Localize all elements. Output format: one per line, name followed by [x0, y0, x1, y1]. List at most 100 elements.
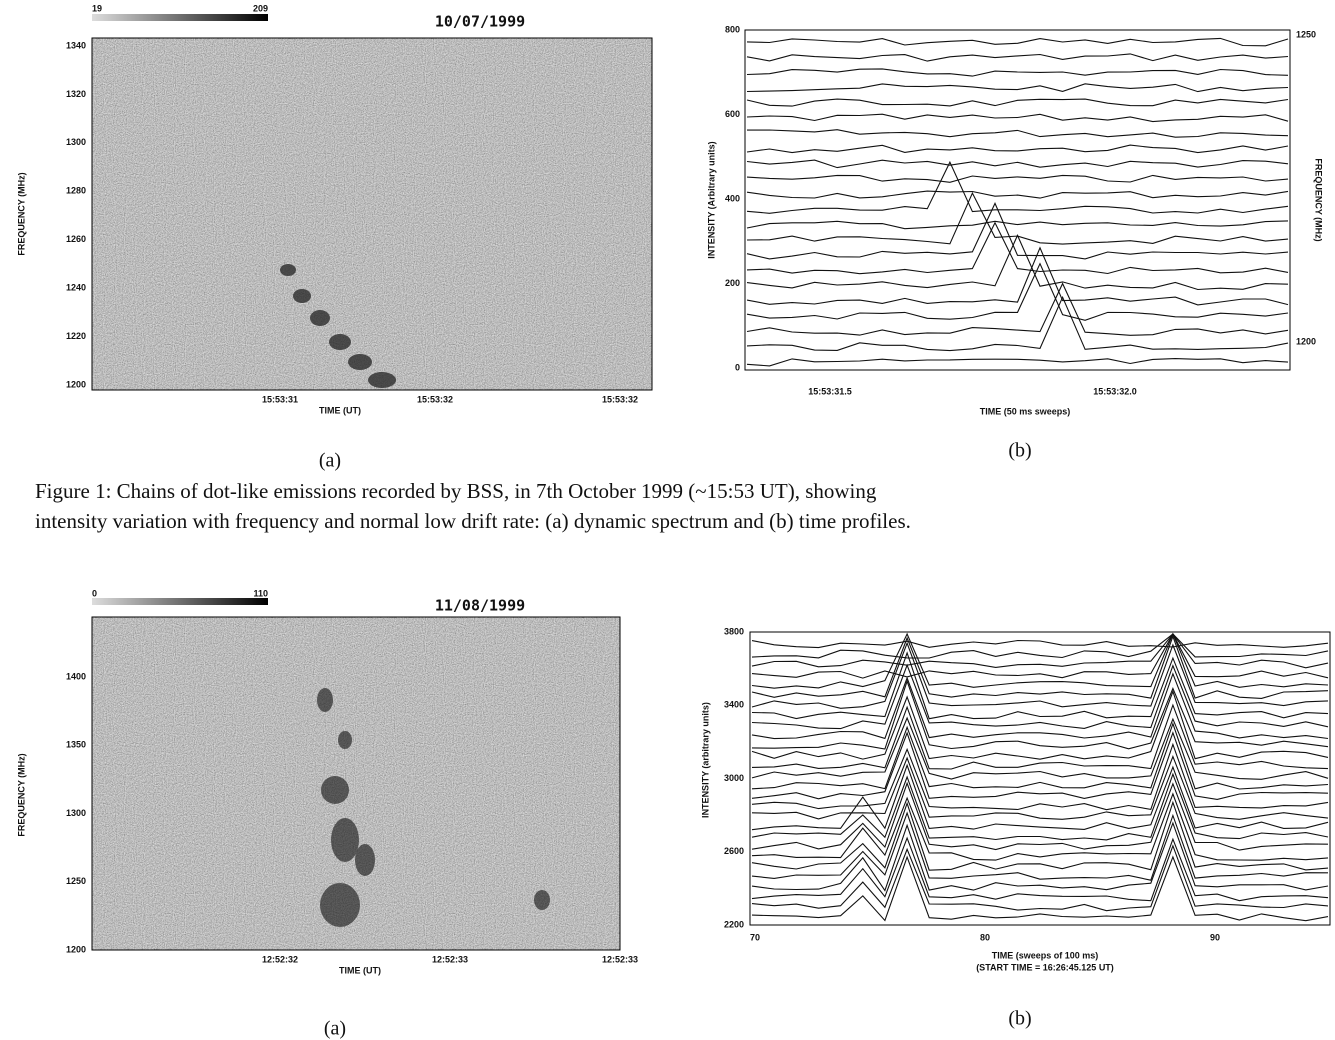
- y-tick-label: 1250: [66, 876, 86, 886]
- profile-trace: [751, 836, 1329, 902]
- caption-line: intensity variation with frequency and n…: [35, 509, 911, 533]
- x-tick-label: 15:53:31: [262, 394, 298, 404]
- x-label: TIME (sweeps of 100 ms): [992, 950, 1099, 960]
- profile-trace: [746, 83, 1289, 93]
- profile-trace: [746, 160, 1289, 214]
- y-tick-label: 1200: [66, 944, 86, 954]
- y-tick-label: 1350: [66, 740, 86, 750]
- profile-trace: [746, 98, 1289, 107]
- y-tick-label: 3400: [724, 700, 744, 710]
- emission-column: [317, 688, 550, 927]
- profile-trace: [751, 633, 1329, 659]
- y-label: INTENSITY (Arbitrary units): [706, 141, 716, 258]
- panel-label: (b): [1008, 440, 1031, 462]
- profile-trace: [746, 53, 1289, 62]
- profile-trace: [751, 641, 1329, 709]
- dot-chain: [280, 264, 396, 388]
- profile-trace: [746, 68, 1289, 77]
- x-label: TIME (UT): [319, 405, 361, 415]
- profile-trace: [746, 262, 1289, 321]
- y-label: INTENSITY (arbitrary units): [700, 702, 710, 818]
- profile-trace: [751, 722, 1329, 790]
- date: 10/07/1999: [435, 13, 525, 31]
- y-tick-label: 1280: [66, 186, 86, 196]
- x-label: TIME (UT): [339, 965, 381, 975]
- y-tick-label: 1400: [66, 671, 86, 681]
- profile-trace: [751, 855, 1329, 922]
- profile-trace: [751, 716, 1329, 780]
- y-tick-label: 200: [725, 278, 740, 288]
- profile-trace: [751, 632, 1329, 689]
- panel-label: (a): [319, 450, 341, 472]
- colorbar: [92, 598, 268, 605]
- profile-trace: [746, 37, 1289, 47]
- x-tick-label: 12:52:33: [432, 954, 468, 964]
- y-tick-label: 1260: [66, 234, 86, 244]
- profile-trace: [751, 633, 1329, 669]
- y-tick-label: 800: [725, 24, 740, 34]
- profile-trace: [751, 639, 1329, 649]
- profile-trace: [751, 651, 1329, 720]
- x-label: (START TIME = 16:26:45.125 UT): [976, 962, 1114, 972]
- profile-trace: [751, 800, 1329, 871]
- profile-trace: [751, 754, 1329, 820]
- x-tick-label: 15:53:31.5: [808, 386, 852, 396]
- profile-trace: [746, 144, 1289, 154]
- profile-trace: [746, 234, 1289, 291]
- y-tick-label: 600: [725, 109, 740, 119]
- colorbar-min: 19: [92, 3, 102, 13]
- y-tick-label: 3000: [724, 773, 744, 783]
- y-tick-label: 400: [725, 193, 740, 203]
- y-tick-label: 1300: [66, 808, 86, 818]
- x-tick-label: 70: [750, 932, 760, 942]
- profile-trace: [751, 703, 1329, 770]
- profile-trace: [751, 663, 1329, 730]
- spectrum-image: [92, 38, 652, 390]
- profile-trace: [751, 781, 1329, 851]
- profile-trace: [746, 221, 1289, 275]
- profile-trace: [751, 689, 1329, 760]
- profile-trace: [746, 246, 1289, 306]
- x-tick-label: 15:53:32.0: [1093, 386, 1137, 396]
- colorbar-max: 110: [253, 588, 268, 598]
- profile-trace: [751, 742, 1329, 811]
- x-tick-label: 12:52:32: [262, 954, 298, 964]
- profile-trace: [751, 679, 1329, 750]
- panel-label: (b): [1008, 1008, 1031, 1030]
- caption-line: Figure 1: Chains of dot-like emissions r…: [35, 479, 877, 503]
- y-tick-label: 0: [735, 362, 740, 372]
- y-tick-label: 1250: [1296, 29, 1316, 39]
- frame: [91, 616, 621, 951]
- y-label: FREQUENCY (MHz): [16, 753, 26, 836]
- profile-trace: [751, 844, 1329, 912]
- x-tick-label: 12:52:33: [602, 954, 638, 964]
- profile-trace: [746, 202, 1289, 260]
- colorbar-min: 0: [92, 588, 97, 598]
- profile-trace: [746, 295, 1289, 352]
- frame: [91, 37, 653, 391]
- profile-trace: [751, 634, 1329, 699]
- x-label: TIME (50 ms sweeps): [980, 406, 1071, 416]
- profile-trace: [751, 763, 1329, 831]
- frame: [749, 631, 1331, 926]
- profile-trace: [746, 190, 1289, 199]
- y-tick-label: 1220: [66, 331, 86, 341]
- y-tick-label: 1200: [66, 379, 86, 389]
- profile-trace: [746, 358, 1289, 367]
- x-tick-label: 15:53:32: [417, 394, 453, 404]
- profile-trace: [751, 772, 1329, 841]
- y-tick-label: 1200: [1296, 336, 1316, 346]
- y-label: FREQUENCY (MHz): [16, 172, 26, 255]
- y-tick-label: 1340: [66, 40, 86, 50]
- profile-trace: [746, 220, 1289, 230]
- profile-trace: [746, 159, 1289, 169]
- frame: [744, 29, 1291, 371]
- panel-label: (a): [324, 1018, 346, 1040]
- profile-trace: [751, 672, 1329, 740]
- y-tick-label: 1300: [66, 137, 86, 147]
- x-tick-label: 15:53:32: [602, 394, 638, 404]
- x-tick-label: 80: [980, 932, 990, 942]
- profile-trace: [751, 792, 1329, 861]
- colorbar: [92, 14, 268, 21]
- y-tick-label: 2200: [724, 919, 744, 929]
